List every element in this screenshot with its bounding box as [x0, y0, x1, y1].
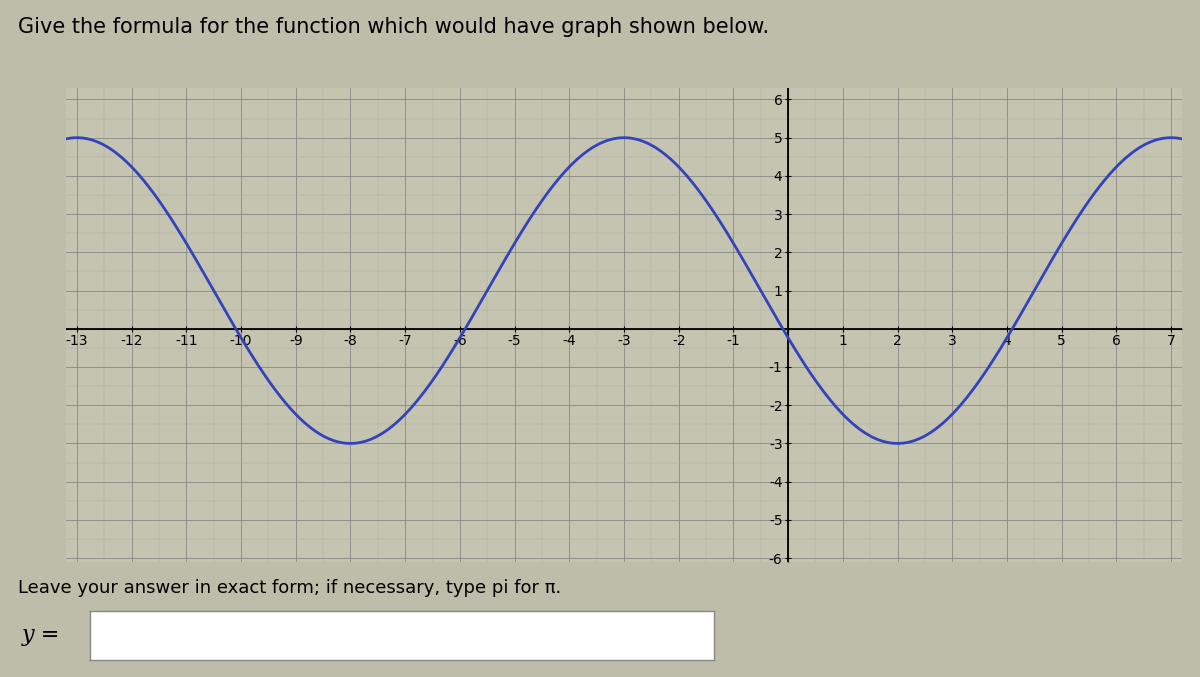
Text: Leave your answer in exact form; if necessary, type pi for π.: Leave your answer in exact form; if nece… — [18, 579, 562, 597]
Text: Give the formula for the function which would have graph shown below.: Give the formula for the function which … — [18, 17, 769, 37]
Text: y =: y = — [22, 624, 60, 646]
